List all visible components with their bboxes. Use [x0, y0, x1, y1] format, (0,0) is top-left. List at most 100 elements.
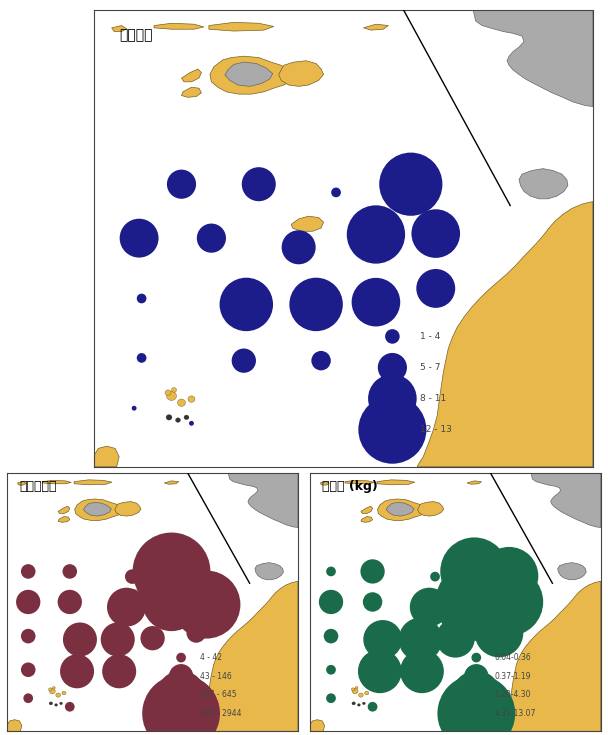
- Point: [471, 689, 481, 700]
- Point: [176, 179, 186, 190]
- Circle shape: [362, 702, 365, 705]
- Point: [387, 362, 397, 373]
- Point: [368, 596, 378, 608]
- Point: [431, 228, 441, 240]
- Point: [504, 596, 514, 608]
- Text: 4.31-13.07: 4.31-13.07: [494, 709, 536, 718]
- Point: [451, 632, 460, 644]
- Polygon shape: [418, 501, 444, 516]
- Point: [239, 355, 249, 367]
- Circle shape: [60, 702, 63, 705]
- Circle shape: [365, 691, 369, 695]
- Point: [207, 232, 216, 244]
- Polygon shape: [417, 201, 593, 467]
- Polygon shape: [467, 481, 482, 484]
- Polygon shape: [310, 720, 325, 731]
- Polygon shape: [58, 517, 70, 523]
- Polygon shape: [83, 502, 111, 516]
- Circle shape: [167, 391, 176, 401]
- Point: [137, 352, 147, 364]
- Point: [378, 634, 388, 645]
- Circle shape: [55, 703, 58, 706]
- Point: [134, 232, 144, 244]
- Text: 5 - 7: 5 - 7: [420, 363, 440, 372]
- Circle shape: [52, 686, 55, 689]
- Point: [387, 392, 397, 404]
- Text: 생체량 (kg): 생체량 (kg): [322, 481, 378, 493]
- Circle shape: [49, 689, 55, 694]
- Point: [469, 565, 479, 577]
- Point: [375, 665, 385, 677]
- Text: 43 - 146: 43 - 146: [200, 672, 232, 681]
- Polygon shape: [361, 506, 373, 514]
- Point: [113, 634, 123, 645]
- Point: [326, 565, 336, 577]
- Circle shape: [176, 417, 181, 423]
- Polygon shape: [386, 502, 414, 516]
- Circle shape: [352, 702, 356, 705]
- Point: [424, 601, 434, 613]
- Polygon shape: [196, 581, 298, 731]
- Point: [72, 665, 82, 677]
- Point: [387, 424, 397, 436]
- Text: 8 - 11: 8 - 11: [420, 394, 446, 403]
- Polygon shape: [154, 24, 204, 29]
- Point: [167, 596, 176, 608]
- Point: [130, 402, 139, 414]
- Polygon shape: [94, 446, 119, 467]
- Circle shape: [49, 702, 53, 705]
- Circle shape: [355, 686, 358, 689]
- Point: [430, 571, 440, 583]
- Point: [241, 298, 251, 310]
- Point: [416, 634, 426, 645]
- Polygon shape: [74, 480, 112, 485]
- Circle shape: [358, 703, 361, 706]
- Point: [122, 601, 131, 613]
- Point: [187, 417, 196, 429]
- Polygon shape: [377, 480, 415, 485]
- Point: [368, 565, 378, 577]
- Polygon shape: [225, 62, 273, 86]
- Point: [176, 670, 186, 682]
- Text: 1 - 4: 1 - 4: [420, 332, 440, 341]
- Text: 0.04-0.36: 0.04-0.36: [494, 653, 531, 662]
- Point: [316, 355, 326, 367]
- Polygon shape: [18, 481, 26, 485]
- Polygon shape: [473, 10, 593, 107]
- Point: [23, 664, 33, 675]
- Point: [471, 670, 481, 682]
- Polygon shape: [378, 499, 426, 520]
- Polygon shape: [42, 481, 71, 484]
- Point: [326, 664, 336, 675]
- Point: [23, 565, 33, 577]
- Point: [371, 296, 381, 308]
- Polygon shape: [210, 56, 294, 94]
- Point: [331, 187, 341, 198]
- Point: [65, 596, 75, 608]
- Point: [167, 565, 176, 577]
- Text: 147 - 645: 147 - 645: [200, 690, 237, 699]
- Point: [294, 241, 303, 253]
- Text: 646 - 2944: 646 - 2944: [200, 709, 241, 718]
- Point: [471, 708, 481, 720]
- Circle shape: [188, 396, 195, 402]
- Text: 12 - 13: 12 - 13: [420, 425, 452, 434]
- Polygon shape: [320, 481, 329, 485]
- Circle shape: [56, 693, 60, 698]
- Point: [23, 630, 33, 642]
- Polygon shape: [345, 481, 374, 484]
- Point: [326, 692, 336, 704]
- Polygon shape: [7, 720, 22, 731]
- Polygon shape: [255, 562, 283, 580]
- Polygon shape: [425, 589, 444, 598]
- Text: 1.20-4.30: 1.20-4.30: [494, 690, 531, 699]
- Polygon shape: [75, 499, 123, 520]
- Circle shape: [62, 691, 66, 695]
- Point: [65, 565, 75, 577]
- Point: [176, 708, 186, 720]
- Point: [176, 689, 186, 700]
- Polygon shape: [181, 69, 201, 82]
- Point: [192, 627, 201, 639]
- Polygon shape: [531, 473, 601, 528]
- Point: [469, 596, 479, 608]
